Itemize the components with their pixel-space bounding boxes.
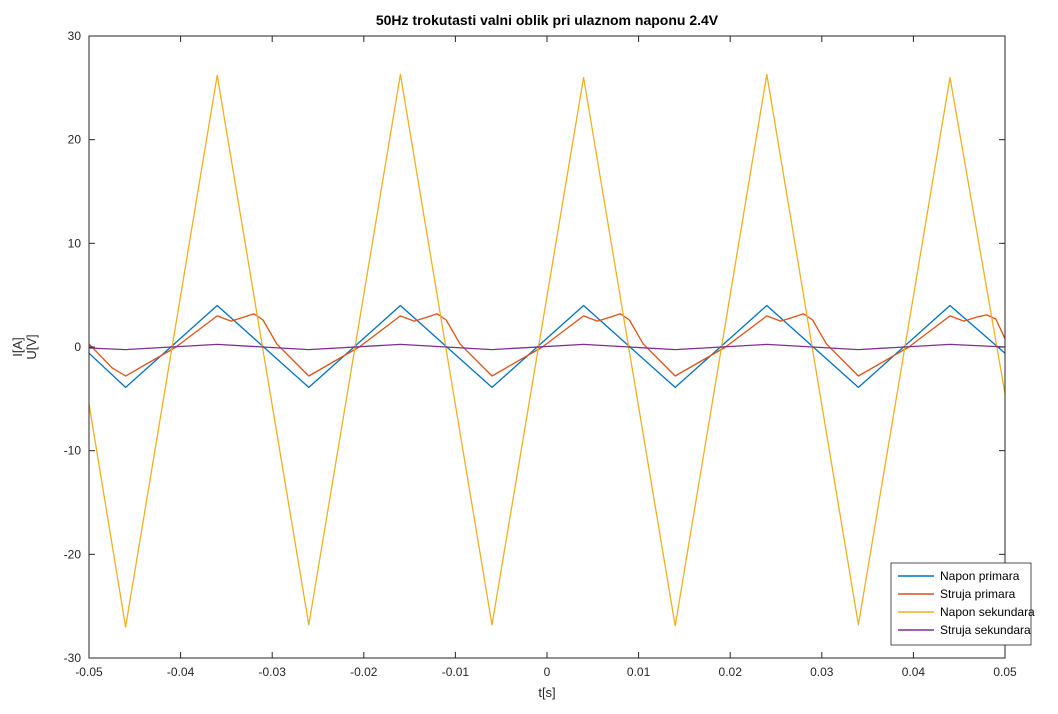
series-line-3: [88, 343, 1006, 351]
x-tick-label: 0.03: [810, 665, 834, 679]
x-tick-label: -0.01: [442, 665, 470, 679]
y-tick-label: -30: [64, 651, 82, 665]
legend-label-2: Napon sekundara: [940, 605, 1035, 619]
y-tick-label: 0: [74, 340, 81, 354]
x-tick-label: 0.02: [719, 665, 743, 679]
series-layer: [88, 73, 1006, 628]
series-line-1: [88, 313, 1006, 377]
chart-title: 50Hz trokutasti valni oblik pri ulaznom …: [376, 12, 719, 28]
y-axis-label-line2: U[V]: [24, 334, 39, 359]
x-tick-label: -0.04: [167, 665, 195, 679]
legend: Napon primara Struja primara Napon sekunda…: [890, 562, 1035, 646]
x-tick-label: -0.02: [350, 665, 378, 679]
y-tick-label: 10: [68, 236, 82, 250]
y-tick-label: -10: [64, 444, 82, 458]
x-tick-label: -0.03: [259, 665, 287, 679]
x-tick-label: 0: [544, 665, 551, 679]
y-tick-label: 20: [68, 133, 82, 147]
legend-label-1: Struja primara: [940, 587, 1016, 601]
y-tick-label: 30: [68, 29, 82, 43]
series-line-2: [88, 73, 1006, 628]
x-tick-label: 0.05: [993, 665, 1017, 679]
legend-label-3: Struja sekundara: [940, 623, 1031, 637]
ticks-layer: -0.05 -0.04 -0.03 -0.02 -0.01 0 0.01 0.02 0.03 0.…: [64, 29, 1017, 679]
x-axis-label: t[s]: [538, 685, 555, 700]
x-tick-label: -0.05: [75, 665, 103, 679]
legend-label-0: Napon primara: [940, 569, 1020, 583]
x-tick-label: 0.04: [902, 665, 926, 679]
x-tick-label: 0.01: [627, 665, 651, 679]
y-axis-label-line1: I[A]: [10, 337, 25, 357]
y-tick-label: -20: [64, 547, 82, 561]
